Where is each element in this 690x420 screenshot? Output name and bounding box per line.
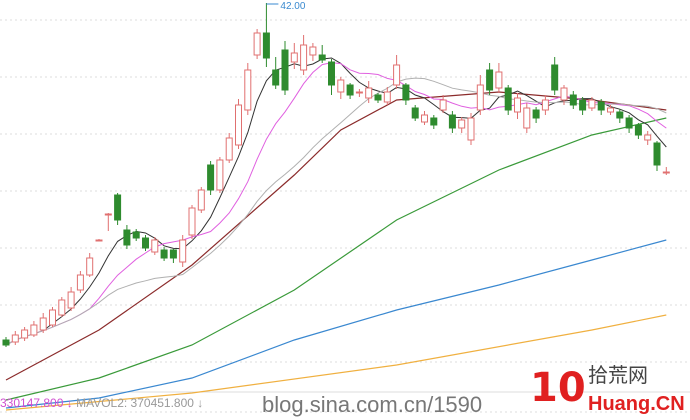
candle-body [95,239,103,242]
blog-watermark: blog.sina.com.cn/1590 [262,392,483,417]
candle-body [86,257,94,276]
candle-body [383,91,391,103]
site-logo: 10 拾荒网 Huang.CN [530,362,690,420]
mavol1-value: 330147.800 ↓ [0,396,73,410]
candle-body [104,213,112,216]
candle-body [67,291,75,309]
candle-body [21,329,29,339]
candle-body [309,46,317,56]
candle-body [448,114,456,129]
candle-body [365,87,373,99]
candle-body [151,239,159,253]
high-price-label: 42.00 [280,1,305,12]
candle-body [281,49,289,91]
moving-average-line [5,77,667,346]
candle-body [262,32,270,59]
volume-indicator-row: 330147.800 ↓ MAVOL2: 370451.800 ↓ [0,396,203,410]
candle-body [235,104,242,146]
candle-body [374,94,382,101]
mavol2-value: MAVOL2: 370451.800 ↓ [76,396,204,410]
candle-body [523,107,531,129]
candle-body [551,64,559,91]
candle-body [160,249,168,259]
logo-english: Huang.CN [588,393,685,415]
candle-body [532,109,540,119]
candle-body [318,54,326,61]
candle-body [495,71,503,89]
candle-body [467,117,475,141]
candle-body [39,317,47,331]
candle-body [439,99,447,111]
candle-body [253,32,261,56]
candle-body [634,124,642,136]
candle-body [662,171,670,174]
candle-body [337,79,345,93]
candle-body [142,237,149,249]
moving-average-line [5,57,667,346]
candle-body [216,159,224,191]
candle-body [541,99,549,111]
candle-body [579,99,587,111]
candle-body [290,52,298,63]
candle-body [76,274,84,291]
moving-average-line [5,62,667,346]
candle-body [560,87,568,101]
candle-body [114,194,122,221]
candle-body [179,239,187,263]
candle-body [458,119,466,129]
candle-body [514,97,521,113]
candle-body [644,134,652,141]
candle-body [476,84,484,111]
candle-body [188,207,196,236]
candle-body [653,142,661,166]
moving-average-line [5,314,667,411]
candle-body [2,339,10,346]
logo-number: 10 [530,365,586,411]
candle-body [58,299,66,316]
candle-body [169,249,177,259]
candle-body [30,324,38,336]
candle-body [132,231,140,239]
candle-body [597,101,605,111]
candle-body [346,84,354,96]
candle-body [402,84,410,101]
candle-body [616,111,624,119]
candle-body [328,61,335,86]
candle-body [421,114,428,123]
candle-body [207,164,215,191]
candle-body [300,44,308,71]
moving-average-line [5,239,667,409]
logo-chinese: 拾荒网 [588,365,648,387]
candle-body [588,99,596,109]
candle-body [197,189,205,211]
candle-body [225,137,233,161]
candle-body [569,94,577,106]
candle-body [486,69,494,91]
moving-average-line [5,91,667,381]
moving-average-line [5,117,667,401]
candle-body [272,69,280,86]
candle-body [11,334,19,343]
candle-body [123,229,131,246]
candle-body [504,87,512,111]
candle-body [430,117,438,126]
candle-body [411,107,419,119]
candle-body [393,64,401,86]
candle-body [49,309,56,326]
candle-body [355,91,363,94]
candle-body [625,117,633,129]
candle-body [607,107,614,113]
candle-body [244,69,252,111]
